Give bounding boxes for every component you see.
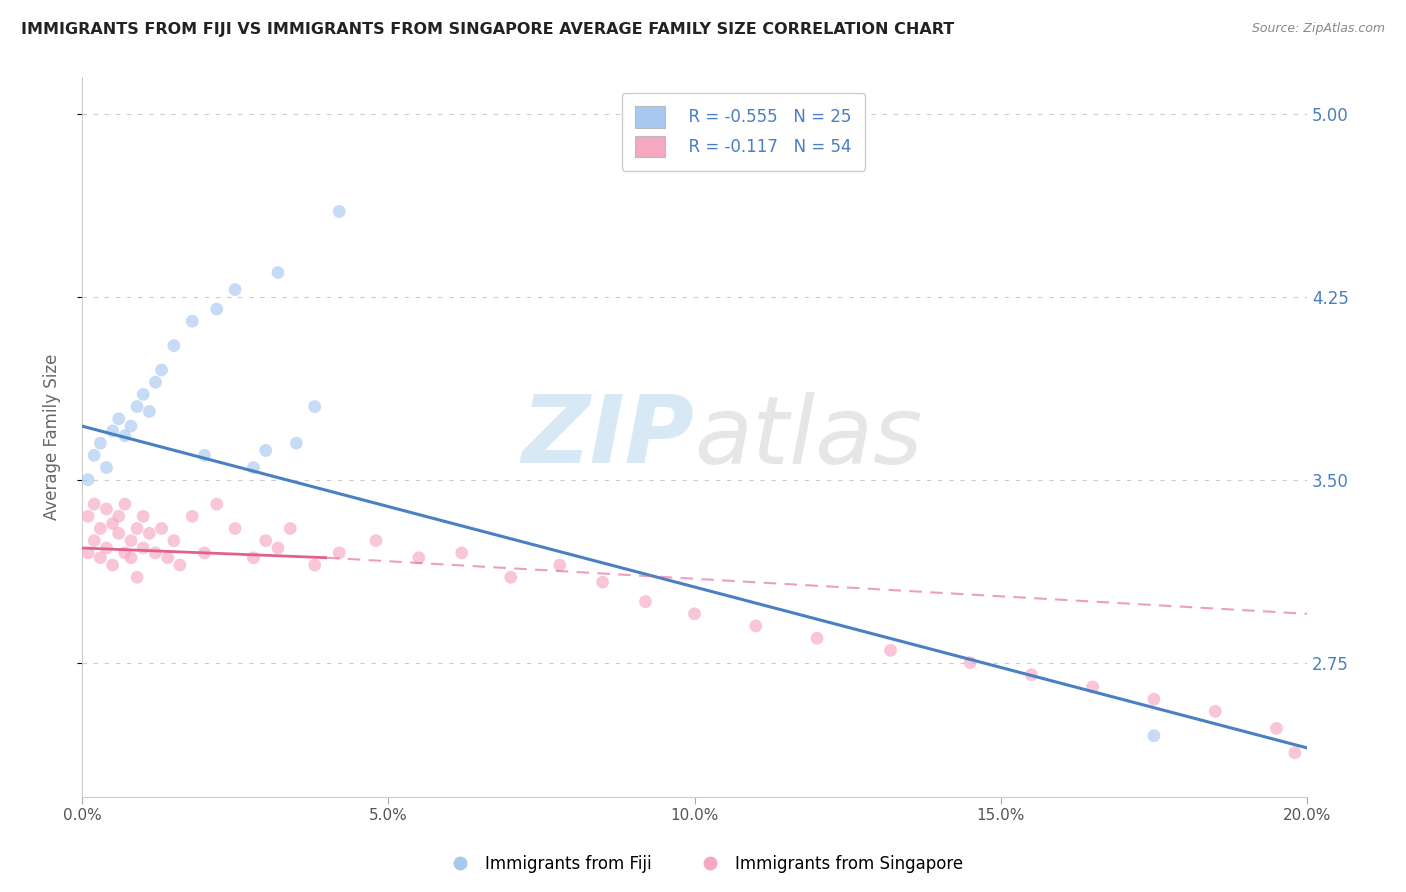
Point [634, 594, 657, 608]
Point [120, 533, 142, 548]
Point [114, 546, 136, 560]
Point [101, 516, 124, 531]
Legend:   R = -0.555   N = 25,   R = -0.117   N = 54: R = -0.555 N = 25, R = -0.117 N = 54 [621, 93, 865, 170]
Point [150, 363, 173, 377]
Point [205, 497, 228, 511]
Point [132, 509, 155, 524]
Point [193, 546, 215, 560]
Point [163, 338, 186, 352]
Point [156, 550, 179, 565]
Point [1265, 722, 1288, 736]
Point [592, 575, 614, 590]
Point [254, 533, 277, 548]
Point [242, 460, 264, 475]
Point [83, 448, 105, 462]
Point [181, 314, 204, 328]
Point [132, 541, 155, 555]
Point [125, 521, 148, 535]
Text: IMMIGRANTS FROM FIJI VS IMMIGRANTS FROM SINGAPORE AVERAGE FAMILY SIZE CORRELATIO: IMMIGRANTS FROM FIJI VS IMMIGRANTS FROM … [21, 22, 955, 37]
Point [205, 301, 228, 316]
Legend: Immigrants from Fiji, Immigrants from Singapore: Immigrants from Fiji, Immigrants from Si… [436, 848, 970, 880]
Point [328, 546, 350, 560]
Point [145, 375, 167, 389]
Y-axis label: Average Family Size: Average Family Size [44, 354, 60, 520]
Point [745, 619, 768, 633]
Point [107, 411, 129, 425]
Point [114, 497, 136, 511]
Point [364, 533, 387, 548]
Point [132, 387, 155, 401]
Point [107, 526, 129, 541]
Point [278, 521, 301, 535]
Point [879, 643, 901, 657]
Point [163, 533, 186, 548]
Text: ZIP: ZIP [522, 391, 695, 483]
Point [242, 550, 264, 565]
Point [145, 546, 167, 560]
Point [1143, 729, 1166, 743]
Point [150, 521, 173, 535]
Point [408, 550, 430, 565]
Point [101, 558, 124, 572]
Point [285, 436, 308, 450]
Point [169, 558, 191, 572]
Point [89, 521, 111, 535]
Text: atlas: atlas [695, 392, 922, 483]
Point [96, 502, 118, 516]
Point [107, 509, 129, 524]
Point [114, 429, 136, 443]
Point [181, 509, 204, 524]
Point [125, 400, 148, 414]
Point [304, 558, 326, 572]
Point [959, 656, 981, 670]
Point [138, 526, 160, 541]
Point [1143, 692, 1166, 706]
Point [304, 400, 326, 414]
Point [1204, 704, 1226, 718]
Text: Source: ZipAtlas.com: Source: ZipAtlas.com [1251, 22, 1385, 36]
Point [499, 570, 522, 584]
Point [120, 419, 142, 434]
Point [83, 497, 105, 511]
Point [267, 541, 290, 555]
Point [83, 533, 105, 548]
Point [77, 473, 100, 487]
Point [224, 521, 246, 535]
Point [89, 436, 111, 450]
Point [125, 570, 148, 584]
Point [101, 424, 124, 438]
Point [193, 448, 215, 462]
Point [77, 509, 100, 524]
Point [96, 541, 118, 555]
Point [120, 550, 142, 565]
Point [77, 546, 100, 560]
Point [224, 283, 246, 297]
Point [450, 546, 472, 560]
Point [89, 550, 111, 565]
Point [328, 204, 350, 219]
Point [267, 265, 290, 279]
Point [96, 460, 118, 475]
Point [254, 443, 277, 458]
Point [1021, 667, 1043, 681]
Point [138, 404, 160, 418]
Point [548, 558, 571, 572]
Point [806, 631, 828, 645]
Point [1081, 680, 1104, 694]
Point [1284, 746, 1306, 760]
Point [683, 607, 706, 621]
